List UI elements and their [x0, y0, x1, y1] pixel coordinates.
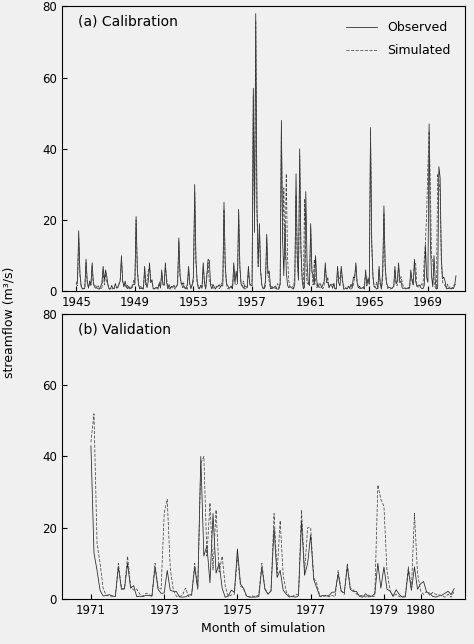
- Simulated: [292, 591, 298, 599]
- Line: Simulated: Simulated: [91, 414, 454, 597]
- Simulated: [165, 283, 171, 290]
- Observed: [292, 593, 298, 601]
- Observed: [165, 285, 171, 292]
- Observed: [451, 585, 457, 592]
- Simulated: [253, 17, 259, 24]
- Observed: [166, 281, 172, 289]
- Simulated: [442, 593, 448, 601]
- Observed: [222, 593, 228, 601]
- Observed: [219, 281, 224, 289]
- Simulated: [341, 591, 347, 598]
- Simulated: [227, 285, 233, 293]
- X-axis label: Month of simulation: Month of simulation: [201, 622, 325, 636]
- Text: streamflow (m³/s): streamflow (m³/s): [2, 267, 15, 377]
- Observed: [453, 272, 459, 279]
- Observed: [73, 279, 79, 287]
- Observed: [341, 589, 347, 597]
- Simulated: [189, 591, 194, 599]
- Simulated: [451, 587, 457, 595]
- Simulated: [94, 284, 100, 292]
- Observed: [378, 584, 384, 592]
- Simulated: [448, 593, 454, 601]
- Simulated: [315, 281, 321, 289]
- Simulated: [281, 184, 287, 192]
- Text: (a) Calibration: (a) Calibration: [78, 15, 178, 29]
- Legend: Observed, Simulated: Observed, Simulated: [346, 21, 450, 57]
- Observed: [379, 285, 384, 293]
- Simulated: [167, 565, 173, 573]
- Line: Observed: Observed: [91, 446, 454, 597]
- Simulated: [219, 279, 224, 287]
- Text: (b) Validation: (b) Validation: [78, 323, 171, 337]
- Line: Simulated: Simulated: [76, 21, 456, 289]
- Simulated: [453, 281, 459, 289]
- Line: Observed: Observed: [76, 14, 456, 289]
- Simulated: [166, 285, 172, 292]
- Simulated: [91, 410, 97, 418]
- Simulated: [378, 495, 384, 503]
- Observed: [253, 10, 259, 17]
- Observed: [164, 567, 170, 574]
- Observed: [186, 591, 191, 599]
- Simulated: [73, 279, 79, 287]
- Observed: [88, 442, 94, 450]
- Observed: [280, 236, 285, 243]
- Observed: [314, 277, 319, 285]
- Simulated: [88, 439, 94, 446]
- Observed: [442, 589, 448, 597]
- Observed: [94, 284, 100, 292]
